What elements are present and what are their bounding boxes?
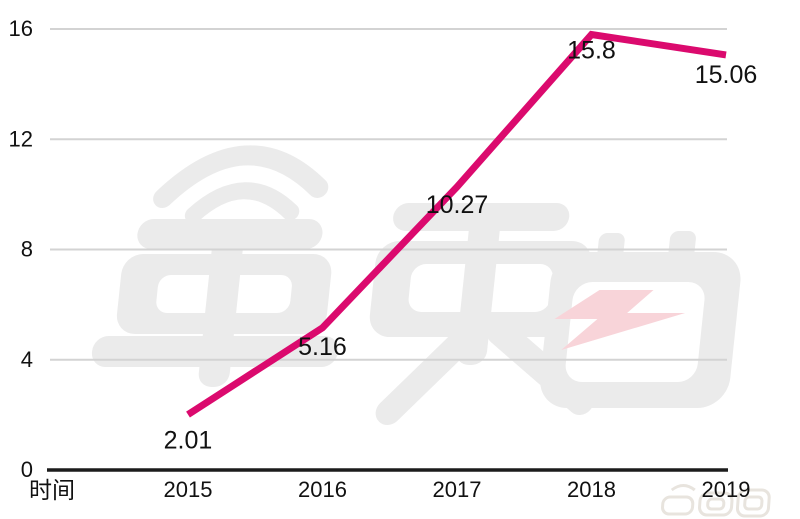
watermark-arc-outer (153, 145, 329, 208)
watermark-char-xi (540, 231, 741, 408)
chedongxi-watermark-icon (91, 145, 741, 425)
y-tick-label: 12 (9, 126, 33, 151)
chedongxi-watermark-small-icon (661, 484, 771, 518)
x-axis-title: 时间 (29, 477, 75, 503)
watermark-arc-inner (184, 182, 300, 224)
x-tick-label: 2016 (298, 477, 347, 502)
data-point-label: 10.27 (426, 191, 489, 219)
y-tick-label: 8 (21, 237, 33, 262)
labels-layer: 0 4 8 12 16 2015 2016 2017 2018 2019 2.01 5.16 10.27… (9, 16, 758, 502)
x-tick-label: 2019 (702, 477, 751, 502)
data-point-label: 2.01 (164, 427, 213, 455)
x-tick-label: 2015 (164, 477, 213, 502)
data-point-label: 15.06 (695, 61, 758, 89)
data-point-label: 15.8 (567, 37, 616, 65)
y-tick-label: 4 (21, 347, 33, 372)
y-tick-label: 0 (21, 457, 33, 482)
data-point-label: 5.16 (298, 333, 347, 361)
series-layer (186, 30, 727, 418)
x-tick-label: 2017 (433, 477, 482, 502)
data-line (186, 30, 727, 418)
y-tick-label: 16 (9, 16, 33, 41)
watermark-bolt-icon (554, 290, 686, 350)
gridlines-layer (47, 28, 728, 472)
x-tick-label: 2018 (567, 477, 616, 502)
watermark-char-che (91, 219, 339, 387)
